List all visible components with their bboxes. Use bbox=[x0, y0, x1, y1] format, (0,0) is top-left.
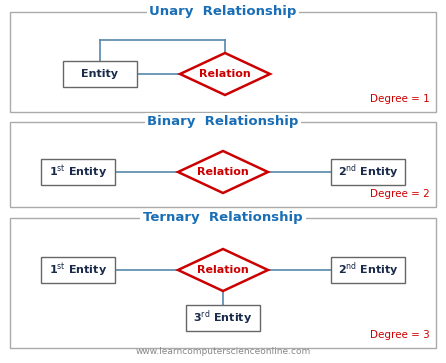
Text: Relation: Relation bbox=[197, 265, 249, 275]
Text: Degree = 1: Degree = 1 bbox=[370, 94, 430, 104]
Polygon shape bbox=[178, 151, 268, 193]
Text: 1$^\mathsf{st}$ Entity: 1$^\mathsf{st}$ Entity bbox=[49, 163, 107, 181]
Text: Degree = 3: Degree = 3 bbox=[370, 330, 430, 340]
Text: Entity: Entity bbox=[82, 69, 119, 79]
Text: Ternary  Relationship: Ternary Relationship bbox=[143, 212, 303, 224]
FancyBboxPatch shape bbox=[63, 61, 137, 87]
FancyBboxPatch shape bbox=[41, 257, 115, 283]
FancyBboxPatch shape bbox=[186, 305, 260, 331]
FancyBboxPatch shape bbox=[10, 12, 436, 112]
Text: Relation: Relation bbox=[199, 69, 251, 79]
Text: Relation: Relation bbox=[197, 167, 249, 177]
FancyBboxPatch shape bbox=[331, 159, 405, 185]
FancyBboxPatch shape bbox=[41, 159, 115, 185]
FancyBboxPatch shape bbox=[10, 218, 436, 348]
Text: 1$^\mathsf{st}$ Entity: 1$^\mathsf{st}$ Entity bbox=[49, 261, 107, 279]
Text: 2$^\mathsf{nd}$ Entity: 2$^\mathsf{nd}$ Entity bbox=[338, 261, 398, 279]
Text: 2$^\mathsf{nd}$ Entity: 2$^\mathsf{nd}$ Entity bbox=[338, 163, 398, 181]
Polygon shape bbox=[180, 53, 270, 95]
FancyBboxPatch shape bbox=[10, 122, 436, 207]
Text: Unary  Relationship: Unary Relationship bbox=[149, 5, 297, 19]
Text: Binary  Relationship: Binary Relationship bbox=[147, 115, 299, 129]
FancyBboxPatch shape bbox=[331, 257, 405, 283]
Text: Degree = 2: Degree = 2 bbox=[370, 189, 430, 199]
Text: 3$^\mathsf{rd}$ Entity: 3$^\mathsf{rd}$ Entity bbox=[194, 309, 252, 327]
Text: www.learncomputerscienceonline.com: www.learncomputerscienceonline.com bbox=[136, 347, 310, 356]
Polygon shape bbox=[178, 249, 268, 291]
